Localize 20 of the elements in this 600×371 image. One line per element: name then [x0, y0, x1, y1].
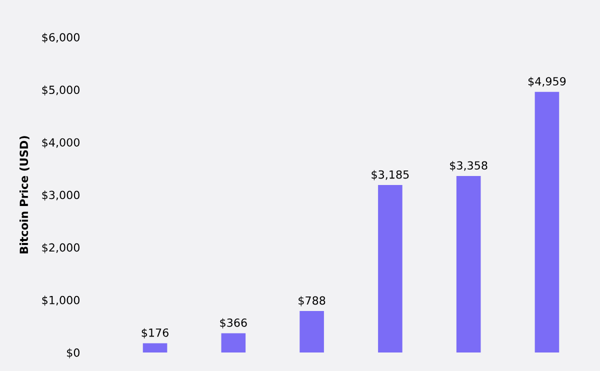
- y-axis-title: Bitcoin Price (USD): [19, 136, 30, 254]
- y-tick-label: $0: [67, 348, 80, 358]
- data-label: $788: [298, 296, 326, 306]
- bar: [221, 333, 246, 352]
- data-label: $366: [220, 318, 247, 328]
- bar: [456, 176, 481, 352]
- bar: [142, 343, 168, 352]
- bar: [300, 311, 324, 352]
- bar: [378, 185, 402, 352]
- y-tick-label: $1,000: [42, 296, 80, 306]
- data-label: $4,959: [528, 76, 566, 87]
- data-label: $3,358: [450, 161, 488, 172]
- bar: [534, 92, 560, 352]
- y-tick-label: $3,000: [42, 190, 80, 201]
- y-tick-label: $4,000: [42, 138, 80, 148]
- y-tick-label: $5,000: [42, 85, 80, 96]
- y-tick-label: $6,000: [42, 32, 80, 43]
- data-label: $176: [142, 328, 168, 338]
- y-tick-label: $2,000: [42, 243, 80, 254]
- data-label: $3,185: [372, 170, 409, 180]
